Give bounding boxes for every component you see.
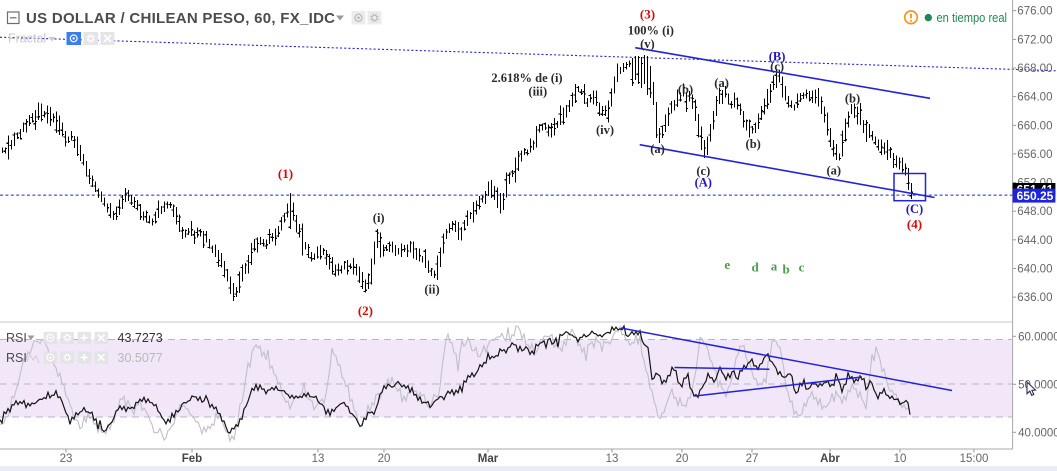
svg-text:(b): (b) — [746, 137, 761, 151]
svg-text:US DOLLAR / CHILEAN PESO, 60,: US DOLLAR / CHILEAN PESO, 60, FX_IDC — [26, 10, 335, 27]
svg-text:20: 20 — [676, 453, 689, 465]
svg-text:668.00: 668.00 — [1017, 63, 1052, 75]
svg-text:15:00: 15:00 — [960, 453, 989, 465]
svg-text:(A): (A) — [695, 176, 712, 190]
svg-text:648.00: 648.00 — [1017, 206, 1052, 218]
svg-text:(b): (b) — [678, 83, 693, 97]
svg-text:43.7273: 43.7273 — [118, 331, 163, 345]
svg-text:Mar: Mar — [478, 453, 499, 465]
svg-text:(i): (i) — [373, 211, 385, 225]
svg-text:Abr: Abr — [820, 453, 840, 465]
svg-text:20: 20 — [378, 453, 391, 465]
svg-text:(4): (4) — [907, 217, 922, 232]
svg-text:10: 10 — [894, 453, 907, 465]
svg-text:(2): (2) — [358, 303, 373, 318]
svg-text:(a): (a) — [827, 164, 842, 178]
svg-text:27: 27 — [746, 453, 759, 465]
svg-text:656.00: 656.00 — [1017, 149, 1052, 161]
svg-text:(v): (v) — [640, 37, 655, 51]
svg-text:(iii): (iii) — [528, 85, 547, 99]
svg-text:Fractal: Fractal — [8, 32, 46, 46]
svg-text:30.5077: 30.5077 — [118, 351, 163, 365]
svg-text:(B): (B) — [769, 50, 786, 64]
svg-text:a: a — [771, 258, 778, 273]
svg-text:(3): (3) — [640, 7, 655, 22]
svg-text:13: 13 — [312, 453, 325, 465]
svg-text:676.00: 676.00 — [1017, 6, 1052, 18]
svg-text:650.25: 650.25 — [1017, 189, 1054, 203]
svg-text:672.00: 672.00 — [1017, 34, 1052, 46]
svg-text:(iv): (iv) — [596, 123, 614, 137]
svg-text:(b): (b) — [845, 92, 860, 106]
svg-text:2.618% de (i): 2.618% de (i) — [491, 71, 562, 85]
svg-text:100% (i): 100% (i) — [628, 24, 674, 38]
svg-text:RSI: RSI — [6, 351, 27, 365]
svg-text:636.00: 636.00 — [1017, 292, 1052, 304]
svg-text:60.0000: 60.0000 — [1018, 331, 1057, 343]
svg-text:664.00: 664.00 — [1017, 92, 1052, 104]
svg-text:(c): (c) — [696, 164, 710, 178]
svg-text:(a): (a) — [650, 142, 665, 156]
svg-text:(a): (a) — [714, 76, 729, 90]
svg-text:40.0000: 40.0000 — [1018, 427, 1057, 439]
svg-text:(1): (1) — [278, 166, 293, 181]
svg-text:(C): (C) — [906, 202, 923, 216]
svg-text:RSI: RSI — [6, 331, 27, 345]
svg-text:e: e — [724, 257, 730, 272]
svg-text:en tiempo real: en tiempo real — [937, 10, 1008, 25]
svg-text:660.00: 660.00 — [1017, 120, 1052, 132]
svg-text:d: d — [751, 260, 759, 275]
svg-text:(ii): (ii) — [424, 283, 439, 297]
svg-text:640.00: 640.00 — [1017, 264, 1052, 276]
svg-text:50.0000: 50.0000 — [1018, 379, 1057, 391]
svg-text:b: b — [782, 261, 789, 276]
svg-text:(c): (c) — [770, 60, 784, 74]
svg-text:644.00: 644.00 — [1017, 235, 1052, 247]
svg-text:c: c — [799, 260, 805, 275]
svg-text:23: 23 — [60, 453, 73, 465]
svg-text:Feb: Feb — [182, 453, 202, 465]
svg-text:13: 13 — [606, 453, 619, 465]
